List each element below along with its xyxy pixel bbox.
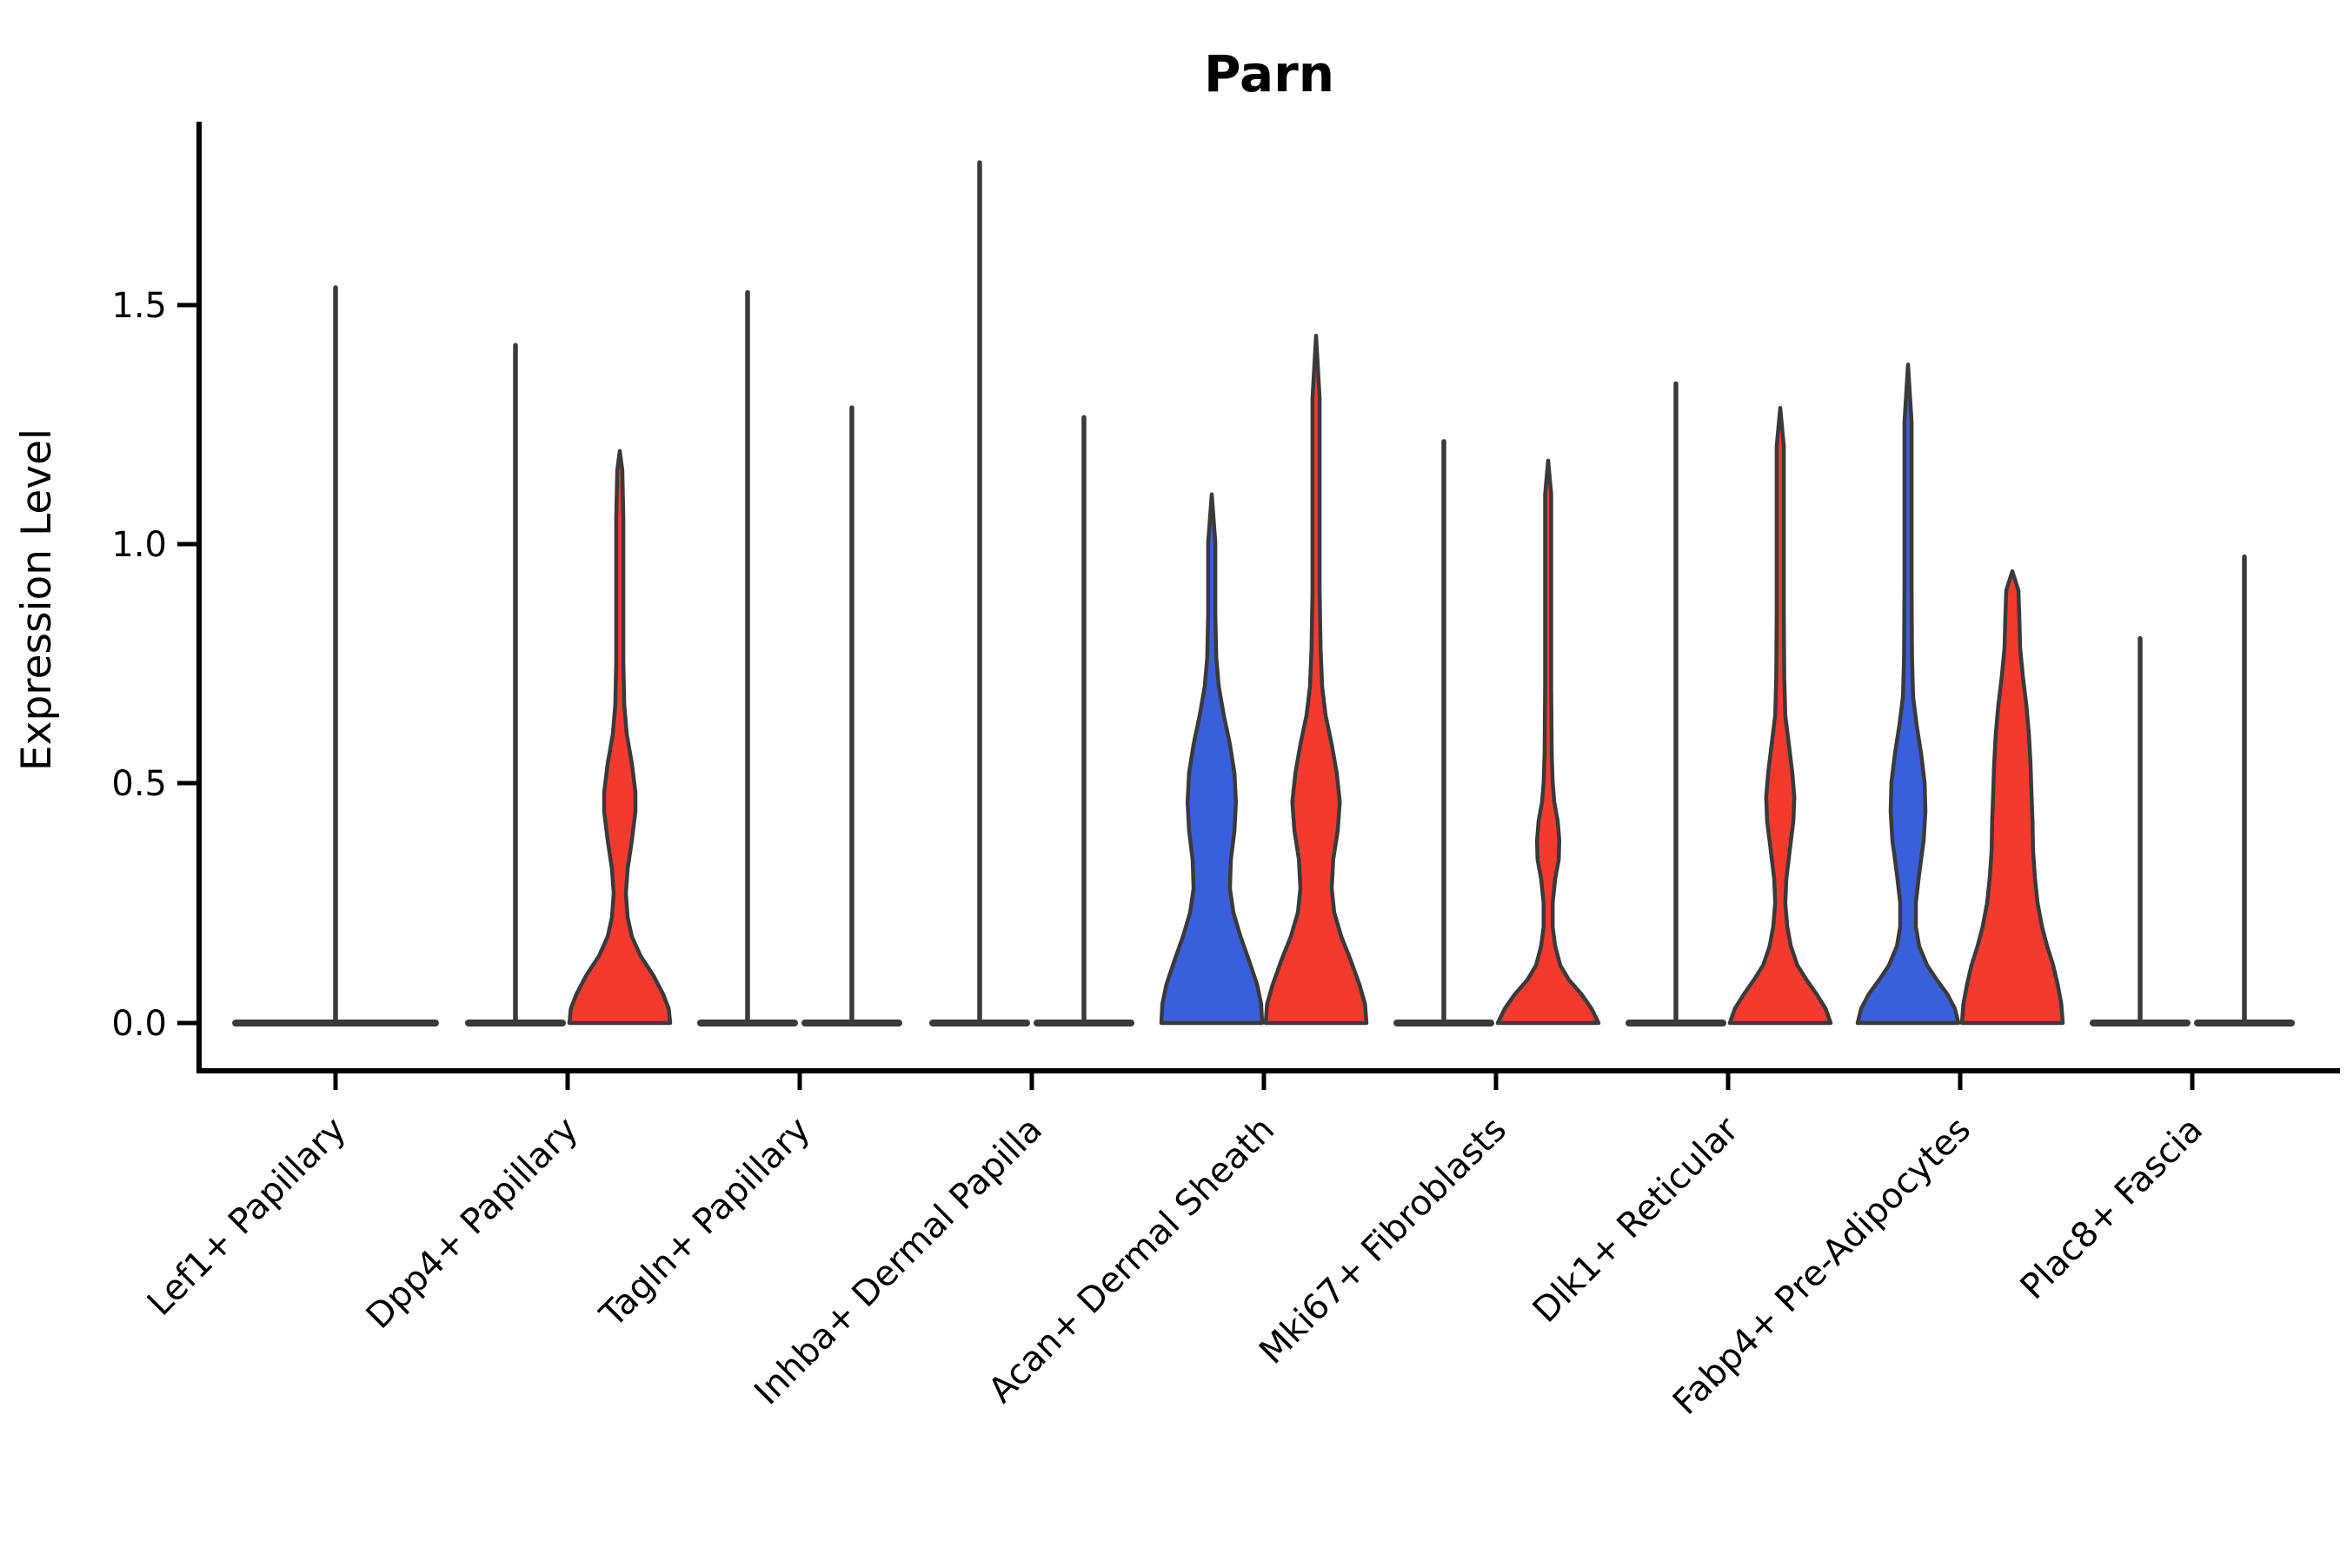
violin-blue-left xyxy=(1855,362,1961,1026)
x-label-tagln: Tagln+ Papillary xyxy=(592,1110,818,1336)
y-tick-label-1_5: 1.5 xyxy=(111,286,167,326)
x-tick-labels: Lef1+ Papillary Dpp4+ Papillary Tagln+ P… xyxy=(140,1109,2211,1423)
y-tick-marks xyxy=(177,302,199,1026)
violins-layer xyxy=(232,160,2295,1090)
y-axis-label: Expression Level xyxy=(13,429,61,771)
y-tick-label-0_5: 0.5 xyxy=(111,764,167,804)
x-label-dlk1: Dlk1+ Reticular xyxy=(1526,1109,1747,1331)
y-tick-label-1_0: 1.0 xyxy=(111,525,167,565)
chart-title: Parn xyxy=(1204,44,1334,103)
violin-blue-left xyxy=(1159,492,1265,1026)
violin-red-right xyxy=(1263,333,1369,1026)
x-label-plac8: Plac8+ Fascia xyxy=(2013,1110,2211,1308)
violin-red-right xyxy=(567,448,673,1026)
violin-red-right xyxy=(1959,568,2065,1026)
x-label-dpp4: Dpp4+ Papillary xyxy=(359,1110,586,1337)
violin-red-right xyxy=(1727,405,1833,1026)
x-label-mki67: Mki67+ Fibroblasts xyxy=(1252,1110,1514,1372)
y-tick-label-0: 0.0 xyxy=(111,1004,167,1044)
x-label-lef1: Lef1+ Papillary xyxy=(140,1110,354,1324)
violin-red-right xyxy=(1495,458,1601,1026)
